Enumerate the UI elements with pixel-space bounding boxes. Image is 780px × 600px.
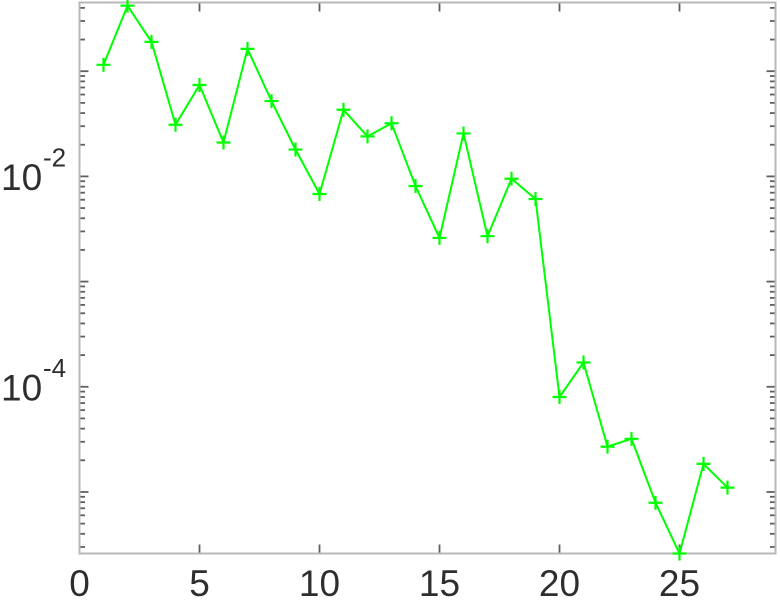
data-point-marker — [696, 456, 711, 471]
x-tick-label: 20 — [539, 563, 580, 600]
data-point-marker — [672, 546, 687, 561]
data-point-marker — [120, 0, 135, 13]
x-tick-label: 10 — [299, 563, 340, 600]
data-point-marker — [528, 191, 543, 206]
y-tick-label-exponent: -4 — [43, 353, 66, 383]
data-point-marker — [576, 355, 591, 370]
axes-box — [78, 1, 777, 555]
data-point-marker — [336, 102, 351, 117]
x-tick-label: 25 — [659, 563, 700, 600]
data-point-marker — [432, 230, 447, 245]
data-point-marker — [552, 389, 567, 404]
y-tick-label-mantissa: 10 — [1, 367, 42, 408]
y-tick-label-mantissa: 10 — [1, 157, 42, 198]
data-point-marker — [408, 179, 423, 194]
data-point-marker — [456, 126, 471, 141]
data-point-marker — [648, 495, 663, 510]
data-point-marker — [96, 57, 111, 72]
x-tick-label: 15 — [419, 563, 460, 600]
data-point-marker — [216, 135, 231, 150]
data-point-marker — [624, 431, 639, 446]
y-tick-label-exponent: -2 — [43, 142, 66, 172]
data-point-marker — [480, 229, 495, 244]
x-tick-label: 0 — [69, 563, 90, 600]
plot-background — [79, 2, 776, 554]
data-point-marker — [600, 439, 615, 454]
data-point-marker — [720, 480, 735, 495]
data-point-marker — [144, 34, 159, 49]
data-point-marker — [360, 129, 375, 144]
x-tick-label: 5 — [189, 563, 210, 600]
data-point-marker — [384, 116, 399, 131]
data-point-marker — [312, 187, 327, 202]
data-point-marker — [504, 171, 519, 186]
data-point-marker — [168, 117, 183, 132]
data-point-marker — [288, 142, 303, 157]
data-point-marker — [240, 41, 255, 56]
data-point-marker — [192, 77, 207, 92]
data-point-marker — [264, 94, 279, 109]
